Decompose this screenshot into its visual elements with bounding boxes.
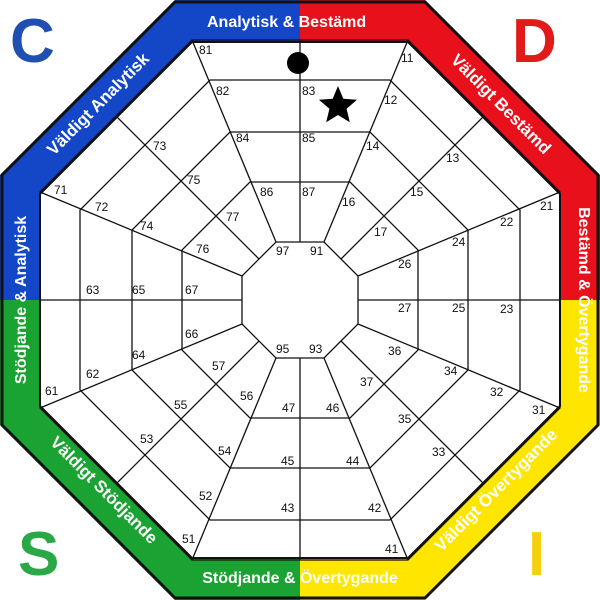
cell-75: 75 [187, 173, 201, 187]
grid-spoke-vertex-3 [357, 191, 561, 277]
grid-spoke-mid-4 [340, 340, 485, 485]
band-blue-top-left [0, 0, 300, 300]
cell-67: 67 [185, 283, 199, 297]
cell-91: 91 [310, 244, 324, 258]
band-label-top-blue: Analytisk & Bestämd [207, 14, 366, 31]
band-label-right: Bestämd & Övertygande [575, 207, 594, 393]
cell-26: 26 [398, 257, 412, 271]
cell-31: 31 [532, 403, 546, 417]
grid-spoke-vertex-4 [357, 323, 561, 409]
cell-56: 56 [240, 389, 254, 403]
cell-32: 32 [490, 385, 504, 399]
cell-17: 17 [374, 225, 388, 239]
cell-24: 24 [452, 235, 466, 249]
cell-52: 52 [199, 489, 213, 503]
cell-86: 86 [260, 185, 274, 199]
corner-letter-i: I [528, 520, 545, 589]
cell-35: 35 [398, 412, 412, 426]
grid-spoke-vertex-5 [323, 357, 409, 561]
band-label-left: Stödjande & Analytisk [13, 216, 30, 384]
cell-57: 57 [212, 359, 226, 373]
cell-37: 37 [360, 375, 374, 389]
cell-53: 53 [140, 432, 154, 446]
cell-81: 81 [199, 43, 213, 57]
cell-41: 41 [385, 542, 399, 556]
cell-12: 12 [384, 93, 398, 107]
cell-63: 63 [86, 283, 100, 297]
cell-65: 65 [132, 283, 146, 297]
cell-22: 22 [500, 215, 514, 229]
cell-42: 42 [368, 501, 382, 515]
cell-11: 11 [401, 51, 414, 65]
grid-spoke-vertex-8 [39, 191, 243, 277]
cell-16: 16 [342, 195, 356, 209]
cell-62: 62 [86, 367, 100, 381]
star-marker [318, 86, 357, 123]
grid-spoke-mid-6 [115, 340, 260, 485]
cell-45: 45 [281, 454, 295, 468]
cell-21: 21 [540, 199, 554, 213]
cell-14: 14 [366, 139, 380, 153]
cell-84: 84 [236, 131, 250, 145]
cell-25: 25 [452, 301, 466, 315]
band-label-bottom: Stödjande & Övertygande [202, 568, 398, 587]
cell-34: 34 [444, 364, 458, 378]
grid-spoke-vertex-2 [323, 39, 409, 243]
cell-61: 61 [45, 384, 59, 398]
cell-73: 73 [153, 139, 167, 153]
cell-87: 87 [302, 185, 316, 199]
cell-23: 23 [500, 302, 514, 316]
grid-ring-4 [181, 181, 419, 419]
cell-85: 85 [302, 131, 316, 145]
cell-47: 47 [282, 401, 296, 415]
cell-13: 13 [446, 151, 460, 165]
corner-letter-s: S [18, 520, 59, 589]
cell-71: 71 [54, 183, 68, 197]
corner-letter-c: C [10, 7, 55, 76]
grid-lines [39, 39, 561, 561]
cell-93: 93 [309, 342, 323, 356]
cell-43: 43 [281, 501, 295, 515]
cell-15: 15 [410, 185, 424, 199]
cell-33: 33 [432, 445, 446, 459]
grid-spoke-mid-2 [340, 115, 485, 260]
cell-66: 66 [185, 327, 199, 341]
band-yellow-bottom-right [300, 300, 600, 600]
cell-55: 55 [174, 398, 188, 412]
cell-77: 77 [226, 210, 240, 224]
cell-51: 51 [182, 532, 196, 546]
band-red-top-right [300, 0, 600, 300]
grid-spoke-mid-8 [115, 115, 260, 260]
cell-74: 74 [140, 219, 154, 233]
grid-ring-2 [79, 79, 521, 521]
grid-spoke-vertex-1 [191, 39, 277, 243]
cell-97: 97 [276, 244, 290, 258]
cell-82: 82 [216, 84, 230, 98]
band-green-bottom-left [0, 300, 300, 600]
cell-labels: 11 12 13 14 15 16 17 21 22 23 24 25 26 2… [45, 43, 554, 556]
dot-marker [287, 52, 309, 74]
cell-27: 27 [398, 301, 412, 315]
cell-83: 83 [302, 84, 316, 98]
cell-36: 36 [388, 344, 402, 358]
cell-54: 54 [218, 444, 232, 458]
cell-72: 72 [95, 200, 109, 214]
cell-76: 76 [196, 242, 210, 256]
cell-44: 44 [346, 454, 360, 468]
grid-spoke-vertex-6 [191, 357, 277, 561]
grid-spoke-vertex-7 [39, 323, 243, 409]
corner-letter-d: D [512, 7, 557, 76]
cell-46: 46 [326, 401, 340, 415]
cell-64: 64 [132, 348, 146, 362]
cell-95: 95 [276, 342, 290, 356]
